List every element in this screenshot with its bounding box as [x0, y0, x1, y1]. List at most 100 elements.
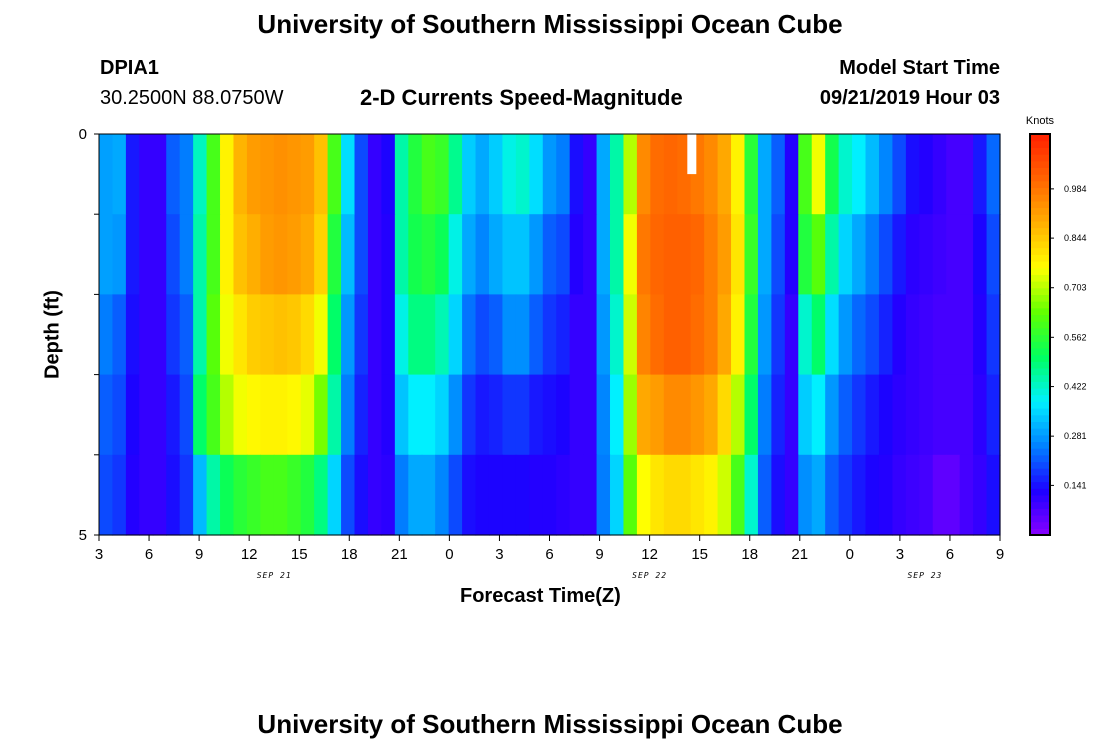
heat-cell — [233, 134, 248, 215]
heat-cell — [825, 134, 840, 215]
x-axis-label: Forecast Time(Z) — [460, 585, 621, 607]
x-tick-label: 6 — [545, 546, 553, 563]
colorbar-unit-label: Knots — [1026, 115, 1055, 127]
heat-cell — [852, 454, 867, 536]
heat-cell — [663, 454, 678, 536]
heat-cell — [569, 294, 584, 376]
heat-cell — [220, 134, 235, 215]
heat-cell — [798, 214, 813, 295]
heat-cell — [179, 214, 194, 295]
colorbar-swatch — [1030, 361, 1050, 369]
heat-cell — [569, 454, 584, 536]
heat-cell — [112, 374, 127, 456]
heat-cell — [986, 294, 1001, 376]
heat-cell — [462, 214, 477, 295]
heat-cell — [825, 214, 840, 295]
heat-cell — [744, 214, 759, 295]
heat-cell — [327, 134, 342, 215]
heat-cell — [865, 134, 880, 215]
heat-cell — [757, 374, 772, 456]
heat-cell — [367, 294, 383, 376]
heat-cell — [811, 374, 826, 456]
x-tick-label: 18 — [341, 546, 358, 563]
heat-cell — [99, 214, 114, 295]
heat-cell — [690, 374, 705, 456]
heat-cell — [394, 374, 409, 456]
heat-cell — [354, 374, 369, 456]
heat-cell — [354, 294, 369, 376]
x-tick-label: 3 — [495, 546, 503, 563]
heat-cell — [112, 134, 127, 215]
heat-cell — [246, 134, 261, 215]
heat-cell — [367, 214, 383, 295]
heat-cell — [865, 454, 880, 536]
page-title-bottom: University of Southern Mississippi Ocean… — [257, 709, 843, 739]
heat-cell — [973, 214, 988, 295]
x-tick-label: 18 — [741, 546, 758, 563]
heat-cell — [515, 134, 530, 215]
date-label: SEP 23 — [907, 571, 942, 580]
colorbar-swatch — [1030, 154, 1050, 162]
colorbar-swatch — [1030, 134, 1050, 142]
heat-cell — [677, 294, 692, 376]
heat-cell — [166, 374, 181, 456]
heat-cell — [354, 214, 369, 295]
heat-cell — [166, 454, 181, 536]
heat-cell — [112, 294, 127, 376]
heat-cell — [583, 374, 598, 456]
heat-cell — [408, 454, 423, 536]
colorbar-tick-label: 0.984 — [1064, 184, 1087, 194]
heat-cell — [838, 454, 853, 536]
heat-cell — [260, 214, 275, 295]
y-axis-label: Depth (ft) — [41, 290, 64, 379]
heat-cell — [717, 134, 732, 215]
colorbar-swatch — [1030, 307, 1050, 316]
heat-cell — [757, 294, 772, 376]
colorbar-swatch — [1030, 367, 1050, 376]
heat-cell — [825, 294, 840, 376]
heat-cell — [704, 374, 719, 456]
heat-cell — [905, 454, 920, 536]
colorbar-swatch — [1030, 167, 1050, 175]
heat-cell — [488, 214, 504, 295]
x-tick-label: 3 — [896, 546, 904, 563]
heat-cell — [865, 214, 880, 295]
heat-cell — [287, 374, 302, 456]
heat-cell — [529, 454, 544, 536]
heat-cell — [273, 214, 288, 295]
heat-cell — [502, 214, 517, 295]
heat-cell — [690, 294, 705, 376]
heat-cell — [354, 134, 369, 215]
heat-cell — [717, 454, 732, 536]
heat-cell — [327, 214, 342, 295]
heat-cell — [717, 294, 732, 376]
heat-cell — [300, 134, 315, 215]
heat-cell — [986, 374, 1001, 456]
heat-cell — [300, 374, 315, 456]
heat-cell — [99, 134, 114, 215]
heat-cell — [610, 294, 625, 376]
heat-cell — [798, 134, 813, 215]
heat-cell — [260, 134, 275, 215]
heat-cell — [825, 374, 840, 456]
colorbar-swatch — [1030, 227, 1050, 235]
colorbar: 0.141 0.281 0.422 0.562 0.703 0.844 0.984 Knots — [1026, 115, 1087, 536]
heat-cell — [556, 374, 571, 456]
heat-cell — [515, 374, 530, 456]
x-tick-label: 21 — [791, 546, 808, 563]
heat-cell — [435, 374, 450, 456]
heat-cell — [623, 214, 638, 295]
heat-cell — [448, 214, 463, 295]
heat-cell — [300, 454, 315, 536]
heat-cell — [381, 454, 396, 536]
heat-cell — [287, 214, 302, 295]
heat-cell — [327, 374, 342, 456]
heat-cell — [610, 134, 625, 215]
heat-cell — [475, 294, 490, 376]
heat-cell — [556, 134, 571, 215]
colorbar-tick-label: 0.562 — [1064, 332, 1087, 342]
heat-cell — [677, 454, 692, 536]
heat-cell — [650, 134, 665, 215]
date-label: SEP 22 — [632, 571, 667, 580]
heat-cell — [394, 214, 409, 295]
